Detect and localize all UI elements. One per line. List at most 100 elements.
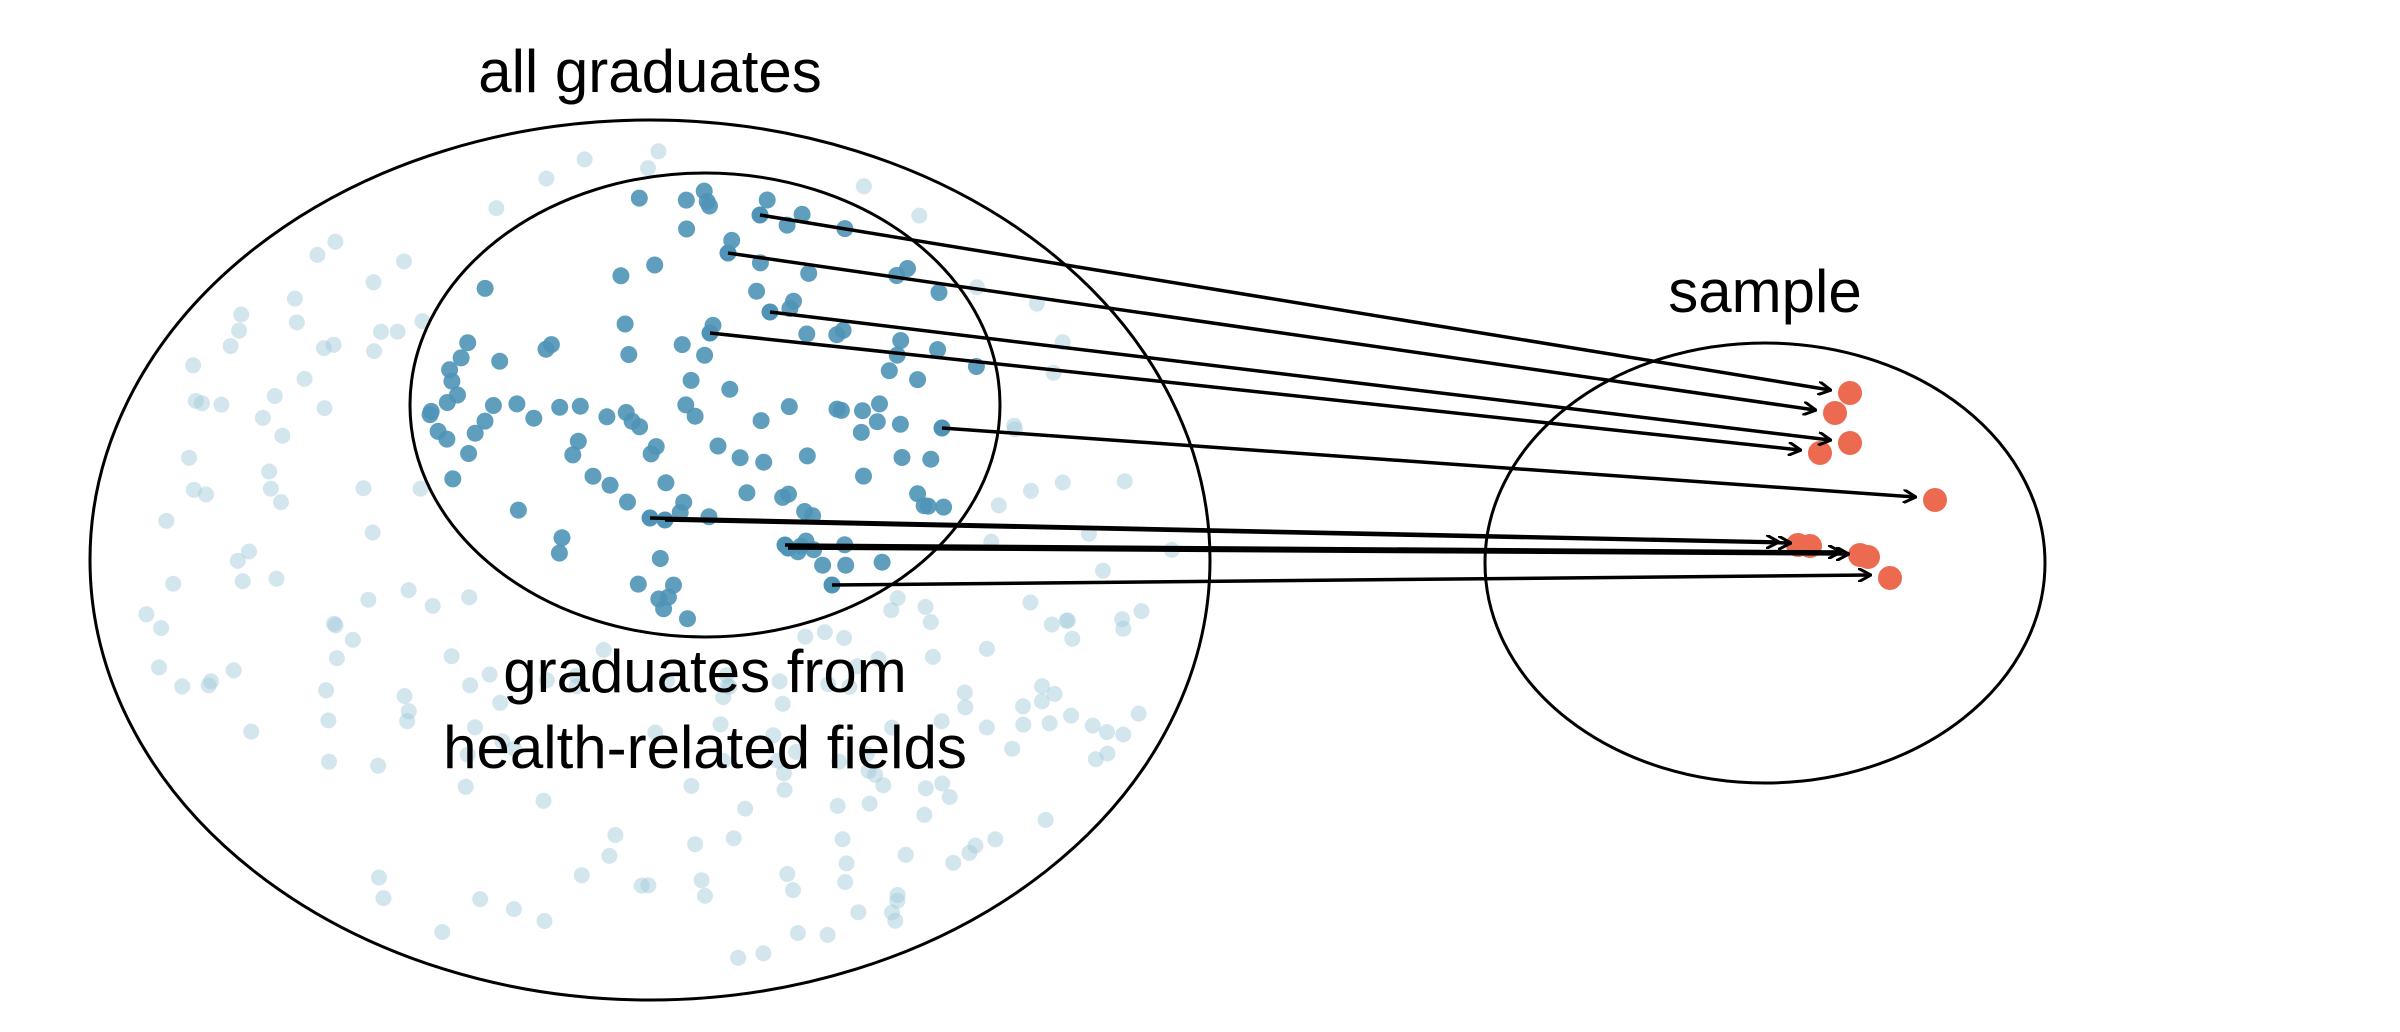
population-point [785,882,801,899]
subpopulation-point [774,488,792,506]
population-point [229,552,246,569]
population-point [916,806,933,823]
population-point [924,648,941,665]
population-point [536,913,553,929]
population-point [797,628,814,645]
subpopulation-point [444,470,462,488]
population-point [650,143,667,160]
population-point [400,582,417,599]
population-point [243,723,260,740]
population-point [714,752,731,769]
population-point [693,872,710,889]
population-point [355,480,372,497]
subpopulation-point [871,395,888,413]
population-point [286,290,303,307]
population-point [424,597,441,614]
population-point [315,340,332,357]
population-point [234,573,251,590]
subpopulation-point [748,282,766,300]
population-point [262,480,279,497]
population-points [138,143,1180,966]
population-point [328,650,345,667]
subpopulation-point [731,449,749,467]
subpopulation-point [679,610,696,628]
population-point [1087,751,1104,768]
population-point [200,677,217,694]
population-point [1015,716,1032,733]
population-point [737,800,754,817]
population-point [867,766,884,783]
subpopulation-point [678,220,696,238]
subpopulation-point [665,576,682,594]
subpopulation-point [780,398,798,416]
population-point [721,678,738,695]
population-point [1115,620,1132,637]
population-point [273,494,289,511]
population-point [917,598,934,615]
subpopulation-point [646,256,664,274]
subpopulation-point [930,284,948,301]
population-point [687,836,704,853]
subpopulation-point [696,346,714,364]
population-point [855,178,872,195]
population-point [222,338,239,355]
population-point [213,396,230,413]
population-point [568,678,585,695]
population-point [841,678,858,695]
population-point [1059,612,1076,629]
population-point [719,677,736,694]
population-point [389,323,406,340]
sampling-arrow [759,213,1830,390]
population-point [1099,745,1116,762]
population-point [1054,474,1071,491]
population-point [934,775,951,792]
sample-point [1823,401,1847,425]
population-point [138,606,155,623]
population-point [1116,473,1133,490]
population-point [834,831,851,848]
population-point [288,314,305,331]
population-point [396,688,413,704]
population-point [151,659,167,676]
subpopulation-label-line1: graduates from [503,638,907,705]
population-point [941,789,958,805]
population-point [1023,482,1039,499]
population-point [1084,717,1101,734]
population-point [838,855,855,872]
subpopulation-point [873,553,891,571]
population-point [765,727,782,744]
population-point [261,463,278,480]
population-point [309,246,326,263]
subpopulation-point [922,450,940,468]
subpopulation-point [899,260,916,277]
subpopulation-point [832,401,850,419]
population-point [861,795,878,812]
population-point [399,713,416,730]
population-point [889,892,906,909]
subpopulation-point [891,415,909,433]
subpopulation-point [441,361,459,379]
population-point [375,890,392,907]
subpopulation-point [619,493,636,511]
subpopulation-point [893,449,911,466]
population-point [254,409,271,426]
population-point [233,306,250,323]
subpopulation-point [620,346,638,363]
subpopulation-point [564,446,582,464]
population-label: all graduates [478,38,822,105]
population-point [956,684,973,701]
population-point [875,777,892,794]
subpopulation-point [476,279,494,297]
sample-ellipse [1483,341,2047,785]
population-point [370,757,387,774]
subpopulation-point [584,467,602,485]
population-point [505,901,522,918]
population-point [457,778,474,795]
population-point [658,672,675,689]
population-point [640,877,657,894]
population-point [769,752,786,769]
population-point [462,677,479,694]
population-point [883,602,900,619]
subpopulation-point [758,191,776,209]
